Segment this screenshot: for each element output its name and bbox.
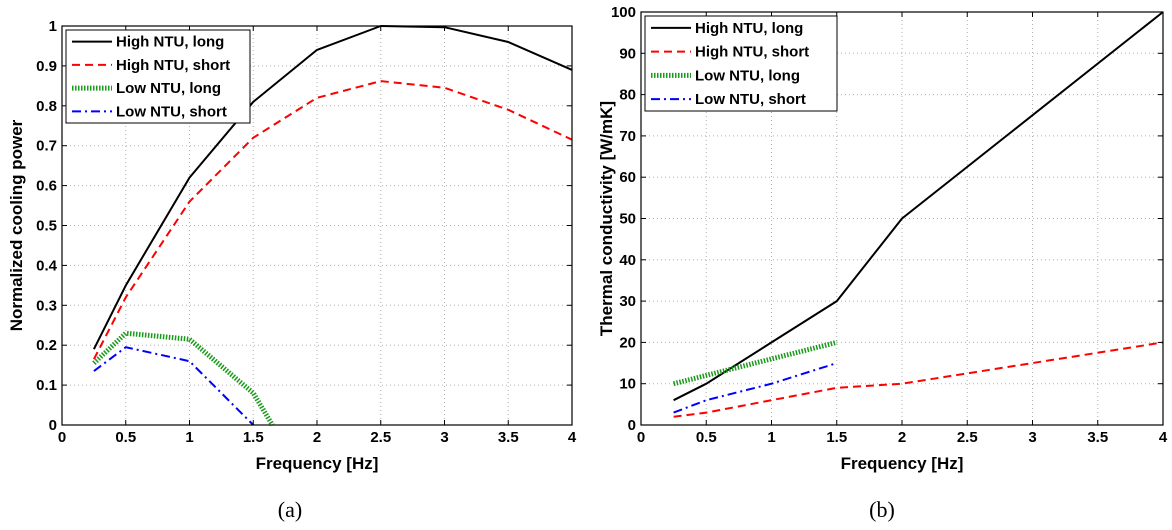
legend-label: Low NTU, long — [116, 80, 221, 97]
legend-label: High NTU, short — [695, 44, 809, 61]
y-axis-label-a: Normalized cooling power — [7, 119, 26, 331]
y-tick-label: 0.3 — [36, 297, 57, 314]
y-tick-label: 0.6 — [36, 178, 57, 195]
y-tick-label: 60 — [619, 169, 636, 186]
legend-a: High NTU, long High NTU, short Low NTU, lo… — [65, 29, 251, 124]
legend-label: High NTU, long — [695, 20, 803, 37]
y-tick-label: 0.9 — [36, 58, 57, 75]
series-line-3 — [92, 330, 275, 427]
y-tick-label: 1 — [49, 18, 57, 35]
x-tick-label: 2 — [898, 429, 906, 446]
legend-b: High NTU, long High NTU, short Low NTU, lo… — [644, 15, 838, 112]
legend-box — [644, 15, 838, 112]
y-axis-label-b: Thermal conductivity [W/mK] — [597, 101, 616, 336]
x-tick-label: 1.5 — [826, 429, 847, 446]
x-tick-label: 1 — [767, 429, 775, 446]
x-tick-label: 4 — [1159, 429, 1168, 446]
y-tick-label: 0.1 — [36, 377, 57, 394]
x-tick-label: 1.5 — [243, 429, 264, 446]
y-tick-label: 80 — [619, 87, 636, 104]
series-line-1 — [673, 11, 1164, 402]
series-line-4 — [93, 346, 255, 426]
x-tick-label: 0 — [58, 429, 66, 446]
x-tick-label: 0.5 — [696, 429, 717, 446]
y-tick-label: 0 — [628, 417, 636, 434]
chart-b: 0 0.5 1 1.5 2 2.5 3 3.5 40102030405060708090100 … — [597, 4, 1168, 522]
caption-a: (a) — [278, 497, 302, 522]
x-tick-label: 2.5 — [370, 429, 391, 446]
series-line-3 — [672, 339, 838, 387]
x-tick-label: 3 — [440, 429, 448, 446]
series-line-1 — [93, 25, 573, 350]
x-tick-label: 2 — [313, 429, 321, 446]
y-tick-label: 0.5 — [36, 218, 57, 235]
x-axis-label-b: Frequency [Hz] — [841, 454, 964, 473]
x-tick-label: 2.5 — [957, 429, 978, 446]
x-tick-label: 0 — [637, 429, 645, 446]
x-tick-label: 4 — [568, 429, 577, 446]
y-tick-label: 0.2 — [36, 337, 57, 354]
legend-label: High NTU, short — [116, 57, 230, 74]
y-tick-label: 0.8 — [36, 98, 57, 115]
y-tick-label: 50 — [619, 211, 636, 228]
y-tick-label: 40 — [619, 252, 636, 269]
y-tick-label: 0.4 — [36, 257, 58, 274]
y-tick-label: 0.7 — [36, 138, 57, 155]
x-tick-label: 3.5 — [1087, 429, 1108, 446]
y-tick-label: 30 — [619, 293, 636, 310]
x-tick-label: 3 — [1028, 429, 1036, 446]
y-tick-label: 10 — [619, 376, 636, 393]
legend-label: High NTU, long — [116, 34, 224, 51]
y-tick-label: 90 — [619, 45, 636, 62]
series-line-4 — [673, 362, 838, 414]
x-tick-label: 1 — [185, 429, 193, 446]
y-tick-label: 0 — [49, 417, 57, 434]
legend-label: Low NTU, short — [116, 103, 227, 120]
chart-a: 0 0.5 1 1.5 2 2.5 3 3.5 4 0 0.1 0.2 0.3 0.4 0.5 0.6 0.7 0… — [7, 18, 577, 522]
x-tick-label: 3.5 — [498, 429, 519, 446]
legend-label: Low NTU, short — [695, 91, 806, 108]
x-tick-label: 0.5 — [115, 429, 136, 446]
legend-box — [65, 29, 251, 124]
series-line-2 — [93, 80, 573, 360]
caption-b: (b) — [869, 497, 895, 522]
y-tick-label: 70 — [619, 128, 636, 145]
y-tick-label: 100 — [611, 4, 636, 21]
x-axis-label-a: Frequency [Hz] — [256, 454, 379, 473]
series-line-2 — [673, 341, 1164, 418]
legend-label: Low NTU, long — [695, 67, 800, 84]
y-tick-label: 20 — [619, 334, 636, 351]
